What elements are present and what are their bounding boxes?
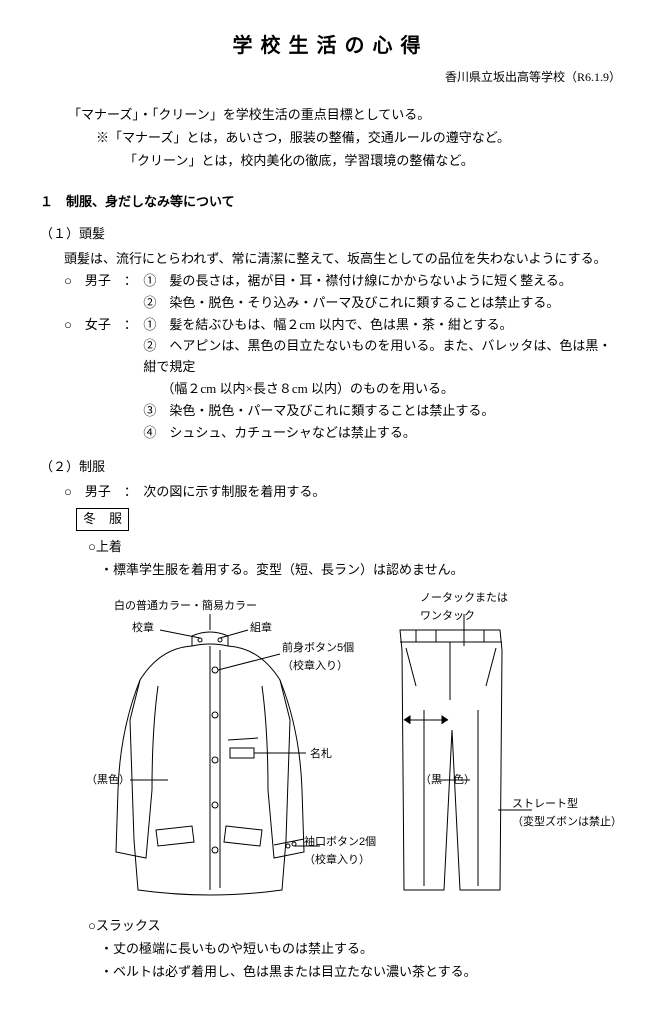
label-group: 組章 — [250, 620, 272, 638]
hair-girls-prefix: ○ 女子 ： — [64, 315, 143, 336]
label-badge: 校章 — [132, 620, 154, 638]
hair-girls-l4: ④ シュシュ、カチューシャなどは禁止する。 — [143, 423, 621, 444]
label-black-right: （黒 色） — [420, 772, 475, 790]
uniform-heading: （２）制服 — [40, 457, 621, 478]
label-collar: 白の普通カラー・簡易カラー — [114, 598, 257, 616]
intro-line3: 「クリーン」とは，校内美化の徹底，学習環境の整備など。 — [40, 151, 621, 172]
hair-girls-l1: ① 髪を結ぶひもは、幅２cm 以内で、色は黒・茶・紺とする。 — [143, 315, 621, 336]
label-tuck: ノータックまたは ワンタック — [420, 590, 508, 625]
top-text: ・標準学生服を着用する。変型（短、長ラン）は認めません。 — [40, 560, 621, 581]
label-black-left: （黒色） — [86, 772, 130, 790]
intro-line2: ※「マナーズ」とは，あいさつ，服装の整備，交通ルールの遵守など。 — [40, 128, 621, 149]
hair-girls-l2: ② ヘアピンは、黒色の目立たないものを用いる。また、バレッタは、色は黒・紺で規定 — [143, 336, 621, 378]
label-name: 名札 — [310, 746, 332, 764]
slacks-l1: ・丈の極端に長いものや短いものは禁止する。 — [40, 939, 621, 960]
hair-girls-l3: ③ 染色・脱色・パーマ及びこれに類することは禁止する。 — [143, 401, 621, 422]
slacks-l2: ・ベルトは必ず着用し、色は黒または目立たない濃い茶とする。 — [40, 962, 621, 983]
label-straight: ストレート型 （変型ズボンは禁止） — [512, 796, 622, 831]
intro-block: 「マナーズ」・「クリーン」を学校生活の重点目標としている。 ※「マナーズ」とは，… — [40, 105, 621, 171]
hair-girls-row2: ○ 女子 ： ② ヘアピンは、黒色の目立たないものを用いる。また、バレッタは、色… — [40, 336, 621, 378]
slacks-heading: ○スラックス — [40, 916, 621, 937]
hair-lead: 頭髪は、流行にとらわれず、常に清潔に整えて、坂高生としての品位を失わないようにす… — [40, 249, 621, 270]
hair-boys-prefix: ○ 男子 ： — [64, 271, 143, 292]
doc-title: 学校生活の心得 — [40, 30, 621, 62]
intro-line1: 「マナーズ」・「クリーン」を学校生活の重点目標としている。 — [40, 105, 621, 126]
hair-boys-l1: ① 髪の長さは，裾が目・耳・襟付け線にかからないように短く整える。 — [143, 271, 621, 292]
hair-heading: （１）頭髪 — [40, 224, 621, 245]
hair-girls-row3: ○ 女子 ： ③ 染色・脱色・パーマ及びこれに類することは禁止する。 — [40, 401, 621, 422]
hair-girls-l2b: （幅２cm 以内×長さ８cm 以内）のものを用いる。 — [143, 379, 621, 400]
winter-label-box: 冬 服 — [76, 508, 129, 531]
section1-heading: １ 制服、身だしなみ等について — [40, 192, 621, 213]
hair-girls-row: ○ 女子 ： ① 髪を結ぶひもは、幅２cm 以内で、色は黒・茶・紺とする。 — [40, 315, 621, 336]
school-name: 香川県立坂出高等学校（R6.1.9） — [40, 68, 621, 87]
hair-girls-row2b: ○ 女子 ： （幅２cm 以内×長さ８cm 以内）のものを用いる。 — [40, 379, 621, 400]
label-buttons: 前身ボタン5個 （校章入り） — [282, 640, 354, 675]
page-root: 学校生活の心得 香川県立坂出高等学校（R6.1.9） 「マナーズ」・「クリーン」… — [0, 0, 661, 1015]
hair-girls-row4: ○ 女子 ： ④ シュシュ、カチューシャなどは禁止する。 — [40, 423, 621, 444]
uniform-boys-row: ○ 男子 ： 次の図に示す制服を着用する。 — [40, 482, 621, 503]
hair-boys-row: ○ 男子 ： ① 髪の長さは，裾が目・耳・襟付け線にかからないように短く整える。 — [40, 271, 621, 292]
uniform-boys-prefix: ○ 男子 ： — [64, 482, 143, 503]
hair-boys-row2: ○ 男子 ： ② 染色・脱色・そり込み・パーマ及びこれに類することは禁止する。 — [40, 293, 621, 314]
label-cuff: 袖口ボタン2個 （校章入り） — [304, 834, 376, 869]
uniform-boys-lead: 次の図に示す制服を着用する。 — [143, 482, 621, 503]
hair-boys-l2: ② 染色・脱色・そり込み・パーマ及びこれに類することは禁止する。 — [143, 293, 621, 314]
uniform-diagram: 白の普通カラー・簡易カラー 校章 組章 前身ボタン5個 （校章入り） 名札 （黒… — [60, 590, 620, 910]
top-heading: ○上着 — [40, 537, 621, 558]
